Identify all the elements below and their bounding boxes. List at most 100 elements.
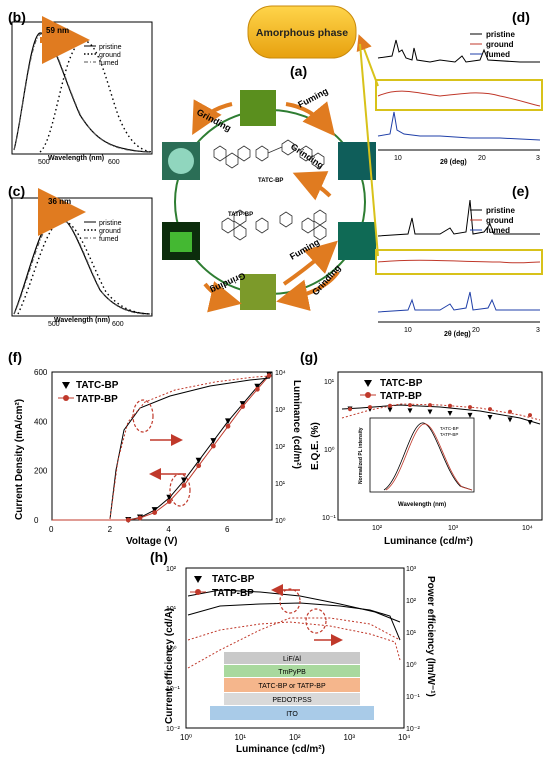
g-tatc-point (507, 417, 513, 423)
f-tatc-point (195, 457, 202, 464)
h-y2tick: 10² (406, 598, 417, 605)
e-legend-2: ground (486, 216, 514, 225)
panel-label-f: (f) (8, 349, 22, 365)
d-xtick-3: 3 (536, 155, 540, 162)
d-legend-1: pristine (486, 30, 515, 39)
g-tatc-point (427, 409, 433, 415)
photo-top (240, 90, 276, 126)
g-tatp-point (368, 405, 372, 410)
h-xtick: 10² (289, 733, 301, 742)
f-y2label: Luminance (cd/m²) (291, 380, 302, 469)
inset-legend-2: TATP-BP (440, 432, 458, 437)
f-ytick: 400 (34, 417, 48, 426)
f-tatc-point (166, 494, 173, 501)
g-legend-1: TATC-BP (380, 378, 423, 389)
h-ytick: 10⁻² (166, 726, 180, 733)
h-y2tick: 10¹ (406, 630, 417, 637)
g-ylabel: E.Q.E. (%) (310, 422, 321, 470)
stack-tmpypb (224, 665, 360, 677)
f-tatp-point (152, 510, 158, 515)
f-y2tick: 10⁰ (275, 517, 286, 525)
d-fumed-xrd (377, 111, 541, 141)
c-xlabel: Wavelength (nm) (54, 317, 110, 324)
f-tatp-luminance (109, 375, 271, 520)
amorphous-pill (247, 5, 357, 59)
panel-label-b: (b) (8, 9, 26, 25)
g-ytick-2: 10⁰ (324, 446, 335, 454)
inset-ylabel: Normalized PL intensity (358, 427, 364, 484)
panel-label-h: (h) (150, 549, 168, 565)
d-pristine-xrd (377, 39, 540, 63)
c-xtick-1: 500 (48, 321, 60, 328)
f-tatp-point (137, 515, 143, 521)
g-tatc-point (407, 408, 413, 414)
inset-tatc (383, 422, 473, 491)
f-y2tick: 10³ (275, 407, 286, 414)
g-xtick-3: 10⁴ (522, 525, 533, 532)
f-y2tick: 10⁴ (275, 370, 286, 377)
inset-legend-1: TATC-BP (440, 426, 459, 431)
stack-lif (224, 652, 360, 664)
e-fumed-xrd (377, 291, 540, 313)
f-tatc-point (225, 418, 231, 425)
f-tatp-point (196, 463, 202, 469)
g-inset (369, 417, 475, 493)
f-ylabel: Current Density (mA/cm²) (14, 399, 25, 520)
b-legend-3: fumed (99, 60, 119, 67)
panel-label-g: (g) (300, 349, 318, 365)
label-fuming-1: Fuming (296, 86, 329, 110)
photo-right-bottom (338, 222, 376, 260)
g-ytick-1: 10¹ (324, 379, 335, 386)
g-tatc-point (387, 407, 393, 413)
g-tatp-point (468, 405, 472, 410)
amorphous-label: Amorphous phase (256, 27, 348, 39)
c-pristine-curve (13, 215, 151, 315)
g-xtick-2: 10³ (448, 525, 459, 532)
stack-ito-label: ITO (286, 711, 298, 718)
panel-c-plot: 36 nm pristine ground fumed 500 600 Wave… (11, 188, 153, 328)
e-xtick-1: 10 (404, 327, 412, 334)
b-ground-curve (39, 40, 153, 153)
b-xlabel: Wavelength (nm) (48, 155, 104, 162)
f-xtick: 4 (166, 525, 171, 534)
g-tatc-eqe (341, 404, 541, 425)
f-tatc-point (151, 507, 158, 514)
panel-label-e: (e) (512, 183, 529, 199)
e-xtick-2: 20 (472, 327, 480, 334)
d-xlabel: 2θ (deg) (440, 159, 467, 166)
g-tatp-point (348, 407, 352, 412)
b-fwhm-label: 59 nm (46, 26, 69, 35)
d-legend-2: ground (486, 40, 514, 49)
e-pristine-xrd (377, 199, 540, 237)
h-tatc-ce (187, 602, 401, 641)
panel-b-plot: 59 nm pristine ground fumed 500 600 Wave… (11, 16, 153, 166)
panel-g-plot: TATC-BP TATP-BP Wavelength (nm) Normaliz… (310, 371, 543, 547)
h-xtick: 10⁴ (398, 733, 411, 742)
f-xtick: 6 (225, 525, 230, 534)
b-pristine-curve (13, 32, 151, 153)
h-y2tick: 10⁻² (406, 726, 420, 733)
e-highlight-box (375, 249, 543, 275)
stack-ito (210, 706, 374, 720)
f-tatp-point (125, 517, 131, 523)
g-tatp-point (528, 413, 532, 418)
panel-label-a: (a) (290, 63, 307, 79)
panel-h-plot: LiF/Al TmPyPB TATC-BP or TATP-BP PEDOT:P… (164, 567, 436, 755)
f-tatp-point (225, 423, 231, 429)
h-xtick: 10³ (344, 733, 356, 742)
f-tatc-point (210, 438, 217, 445)
g-legend-2: TATP-BP (380, 391, 422, 402)
h-legend-2: TATP-BP (212, 588, 254, 599)
f-xtick: 2 (108, 525, 113, 534)
f-tatp-point (240, 404, 246, 409)
molecule-tatc-label: TATC-BP (258, 178, 283, 184)
f-xtick: 0 (49, 525, 54, 534)
panel-d-plot: pristine ground fumed 10 20 3 2θ (deg) (375, 30, 543, 166)
label-grinding-4: Grinding (310, 263, 343, 298)
b-xtick-2: 600 (108, 159, 120, 166)
g-tatc-point (527, 420, 533, 426)
d-highlight-box (375, 79, 543, 111)
h-y2tick: 10³ (406, 566, 417, 573)
molecule-tatc (213, 139, 325, 169)
